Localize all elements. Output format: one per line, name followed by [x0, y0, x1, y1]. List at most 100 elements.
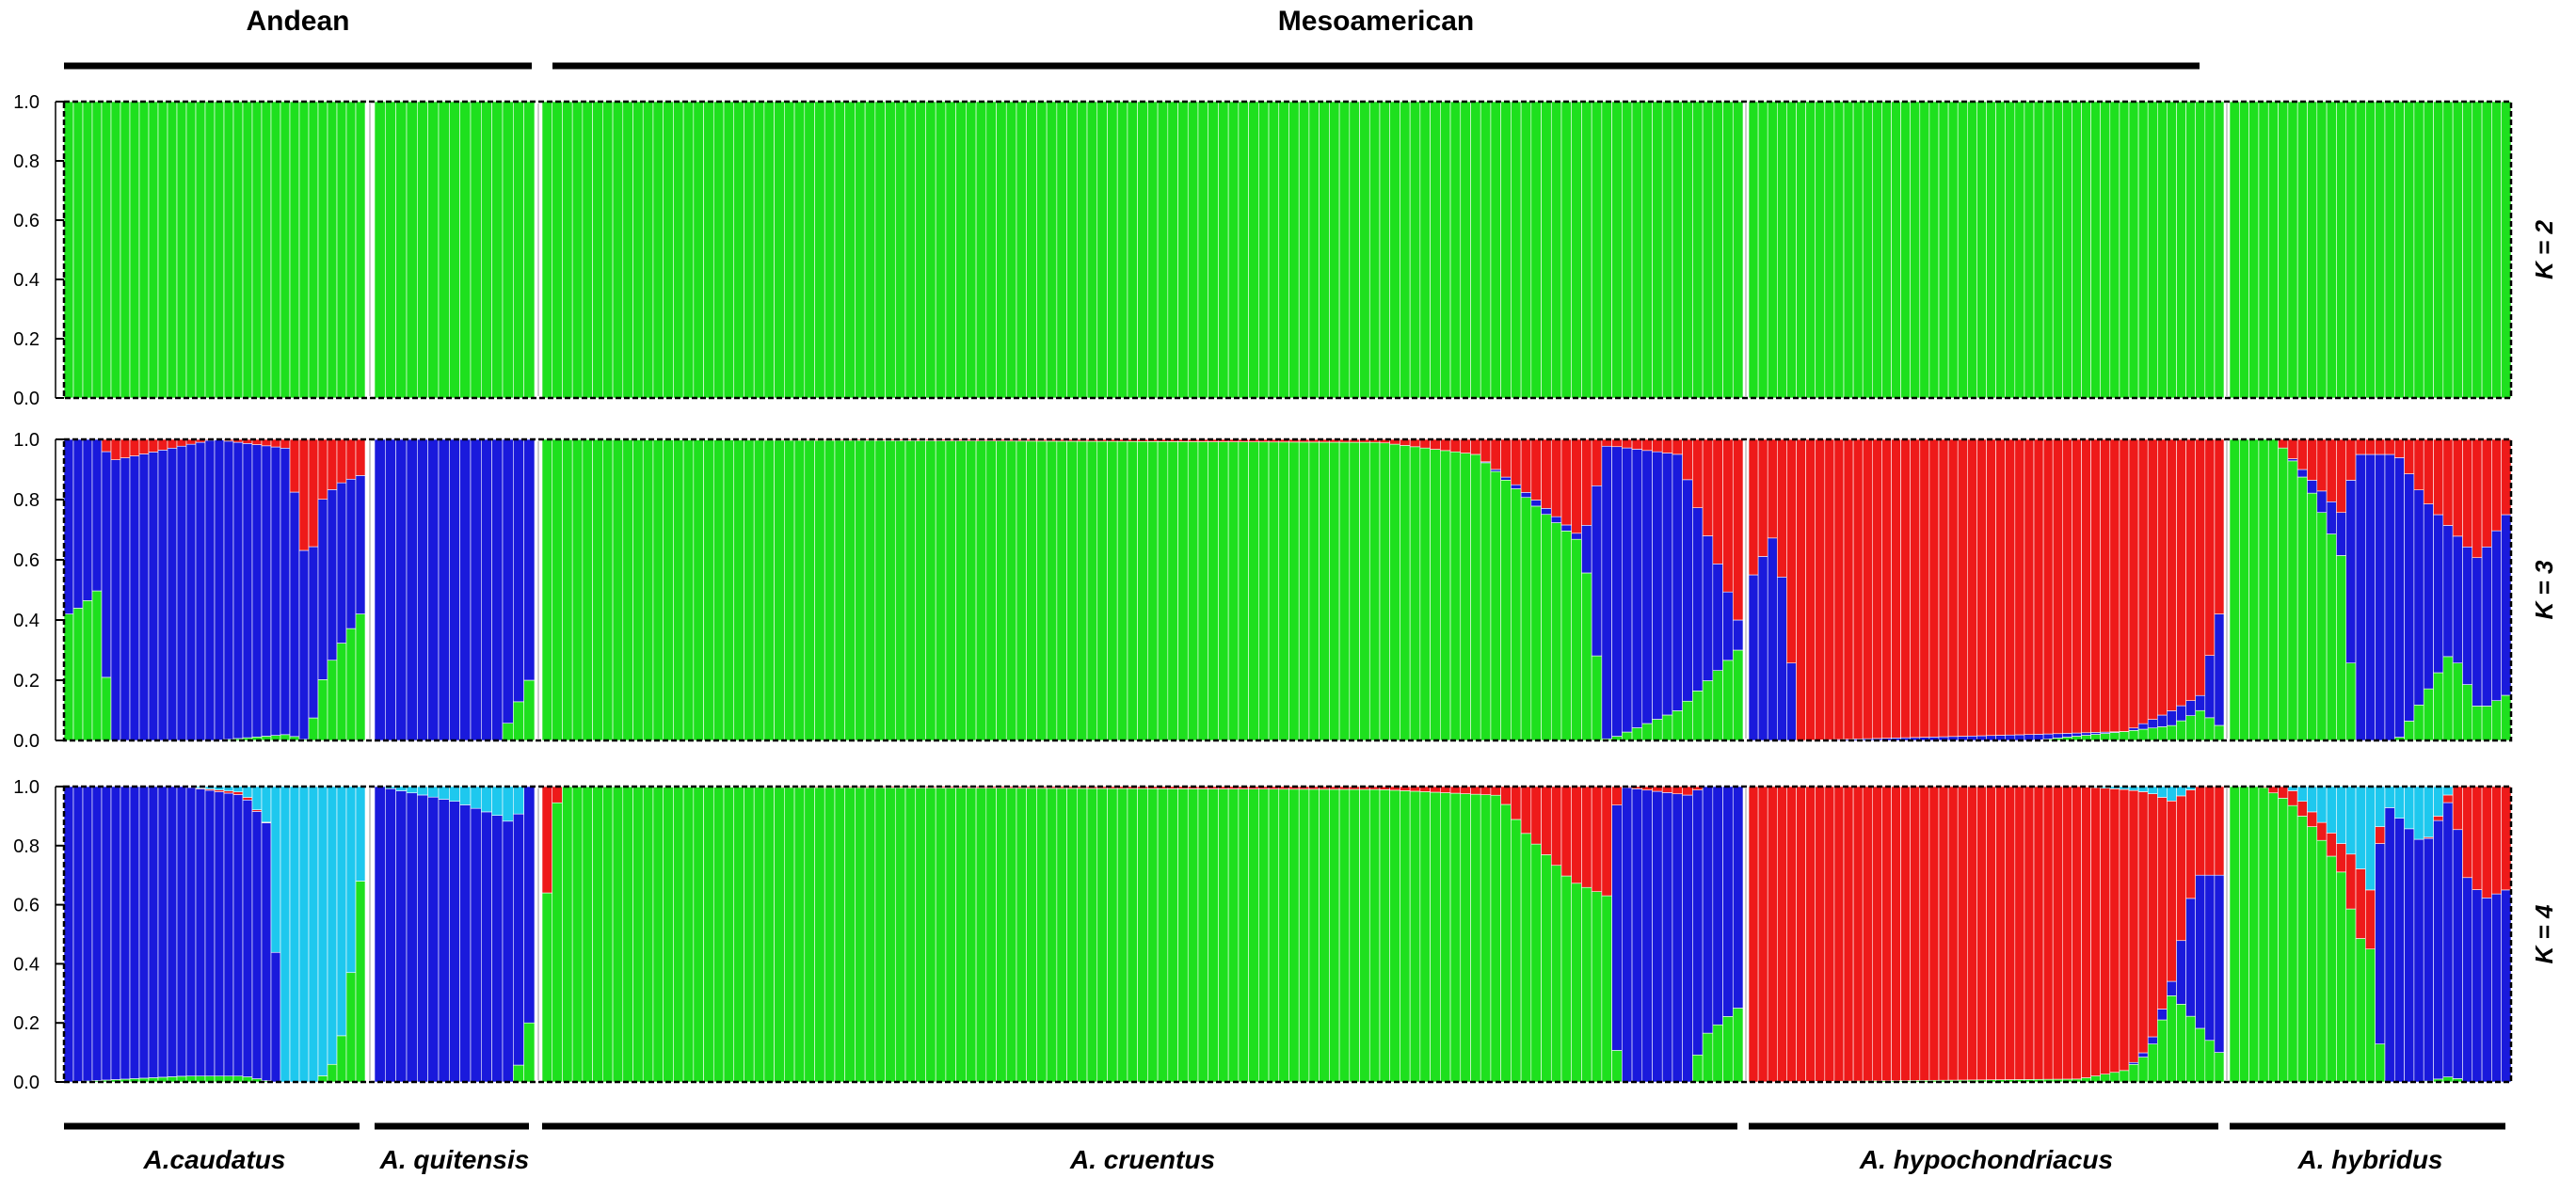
admixture-bar-segment — [1308, 441, 1320, 741]
y-tick-label: 0.4 — [13, 954, 40, 975]
admixture-bar-segment — [2296, 816, 2308, 1083]
admixture-bar-segment — [214, 101, 225, 399]
admixture-bar-segment — [1137, 787, 1148, 1083]
admixture-bar-segment — [2287, 460, 2298, 741]
admixture-bar-segment — [673, 101, 684, 399]
admixture-bar-segment — [1702, 101, 1714, 399]
admixture-bar-segment — [2137, 791, 2149, 1054]
admixture-bar-segment — [110, 101, 121, 399]
admixture-bar-segment — [2481, 101, 2492, 399]
admixture-bar-segment — [2137, 438, 2149, 724]
admixture-bar-segment — [1622, 101, 1633, 399]
admixture-bar-segment — [935, 787, 947, 1083]
admixture-bar-segment — [317, 786, 328, 1076]
admixture-bar-segment — [289, 786, 300, 1083]
admixture-bar-segment — [1891, 438, 1901, 739]
admixture-bar-segment — [1338, 788, 1351, 1083]
admixture-bar-segment — [406, 438, 418, 741]
admixture-bar-segment — [1692, 789, 1704, 1056]
admixture-bar-segment — [1919, 101, 1930, 399]
admixture-bar-segment — [2185, 1015, 2197, 1083]
admixture-bar-segment — [2119, 788, 2130, 1072]
admixture-bar-segment — [2365, 889, 2376, 950]
admixture-bar-segment — [2472, 889, 2483, 1083]
admixture-bar-segment — [1591, 891, 1603, 1083]
admixture-bar-segment — [1631, 727, 1643, 741]
panel-frame — [62, 437, 2513, 742]
admixture-bar-segment — [82, 438, 93, 601]
admixture-bar-segment — [345, 438, 357, 480]
admixture-bar-segment — [1571, 438, 1582, 534]
admixture-bar-segment — [2033, 101, 2044, 399]
admixture-bar-segment — [176, 786, 187, 1077]
admixture-bar-segment — [1187, 101, 1199, 399]
admixture-bar-segment — [1872, 786, 1882, 1082]
admixture-bar-segment — [1622, 731, 1633, 741]
admixture-bar-segment — [1359, 788, 1370, 1083]
admixture-bar-segment — [1672, 101, 1683, 399]
admixture-bar-segment — [298, 101, 310, 399]
admixture-bar-segment — [1197, 441, 1208, 741]
admixture-bar-segment — [1560, 438, 1573, 526]
admixture-bar-segment — [1611, 101, 1623, 399]
admixture-bar-segment — [2157, 726, 2168, 741]
admixture-bar-segment — [1591, 101, 1603, 399]
admixture-bar-segment — [753, 439, 765, 741]
admixture-bar-segment — [1872, 438, 1882, 740]
admixture-bar-segment — [82, 786, 93, 1082]
admixture-bar-segment — [1986, 438, 1996, 737]
admixture-bar-segment — [148, 438, 159, 453]
admixture-bar-segment — [270, 446, 281, 736]
admixture-bar-segment — [1692, 691, 1704, 741]
admixture-bar-segment — [693, 787, 704, 1083]
admixture-bar-segment — [1419, 447, 1431, 741]
admixture-bar-segment — [1490, 469, 1501, 472]
admixture-bar-segment — [562, 101, 573, 399]
admixture-bar-segment — [1722, 438, 1734, 593]
admixture-bar-segment — [2336, 555, 2347, 741]
admixture-bar-segment — [91, 590, 103, 741]
admixture-bar-segment — [2005, 786, 2016, 1080]
admixture-bar-segment — [449, 801, 460, 1083]
admixture-bar-segment — [2472, 438, 2483, 559]
admixture-bar-segment — [459, 804, 472, 1083]
admixture-bar-segment — [2195, 874, 2206, 1029]
admixture-bar-segment — [1490, 786, 1501, 796]
admixture-bar-segment — [2167, 786, 2177, 802]
admixture-bar-segment — [1005, 101, 1017, 399]
admixture-bar-segment — [2167, 438, 2177, 711]
admixture-bar-segment — [1957, 101, 1968, 399]
admixture-bar-segment — [2375, 786, 2386, 827]
admixture-bar-segment — [1016, 440, 1027, 741]
admixture-bar-segment — [491, 438, 504, 741]
admixture-bar-segment — [2033, 438, 2044, 735]
admixture-bar-segment — [1591, 655, 1603, 741]
admixture-bar-segment — [1218, 101, 1229, 399]
admixture-bar-segment — [2239, 101, 2249, 399]
admixture-bar-segment — [2326, 833, 2337, 857]
admixture-bar-segment — [562, 438, 573, 741]
admixture-bar-segment — [261, 445, 272, 737]
admixture-bar-segment — [2287, 438, 2298, 459]
admixture-bar-segment — [2287, 101, 2298, 399]
admixture-bar-segment — [1957, 786, 1968, 1081]
admixture-bar-segment — [1480, 438, 1492, 463]
admixture-bar-segment — [449, 786, 460, 802]
admixture-bar-segment — [1732, 649, 1744, 741]
admixture-bar-segment — [592, 101, 603, 399]
admixture-bar-segment — [2336, 512, 2347, 556]
admixture-bar-segment — [1127, 440, 1138, 741]
admixture-bar-segment — [571, 786, 584, 1083]
admixture-bar-segment — [120, 786, 131, 1080]
admixture-bar-segment — [753, 101, 765, 399]
admixture-bar-segment — [733, 101, 744, 399]
admixture-bar-segment — [251, 101, 263, 399]
admixture-bar-segment — [1419, 791, 1431, 1083]
panel-frame — [62, 785, 2513, 1084]
admixture-bar-segment — [1881, 786, 1892, 1082]
admixture-bar-segment — [204, 439, 216, 741]
admixture-bar-segment — [945, 440, 956, 741]
admixture-bar-segment — [2109, 1072, 2120, 1083]
region-labels: Andean Mesoamerican — [64, 6, 2200, 70]
admixture-bar-segment — [844, 787, 856, 1083]
